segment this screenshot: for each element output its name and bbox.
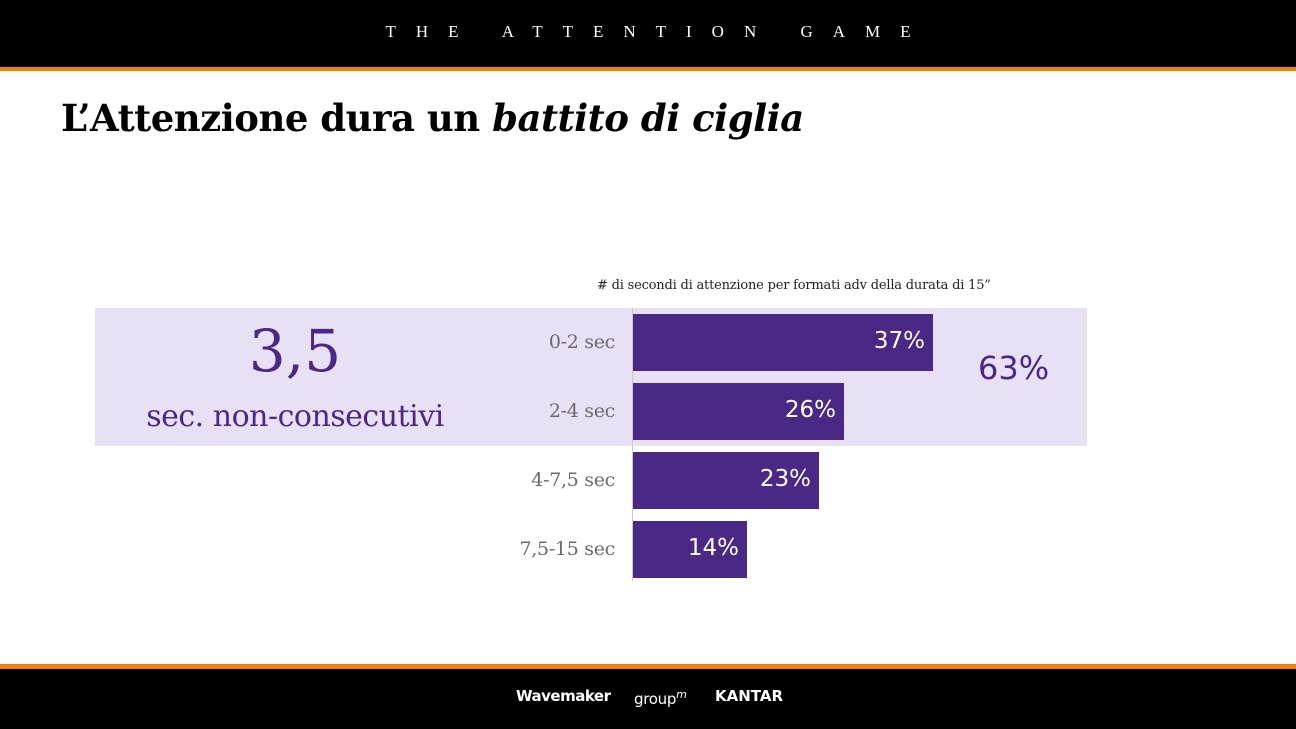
bar: [633, 452, 819, 509]
highlighted-total-label: 63%: [978, 349, 1050, 387]
chart-title: # di secondi di attenzione per formati a…: [597, 278, 991, 293]
category-label: 7,5-15 sec: [519, 538, 616, 560]
kantar-logo: KANTAR: [715, 687, 784, 705]
y-axis-line: [632, 308, 633, 581]
category-label: 2-4 sec: [548, 400, 615, 422]
bar-data-label: 14%: [687, 535, 739, 561]
top-header-bar: THE ATTENTION GAME: [0, 0, 1296, 67]
header-accent-line: [0, 67, 1296, 71]
bar: [633, 383, 844, 440]
groupm-logo-suffix: m: [676, 688, 687, 701]
wavemaker-logo: Wavemaker: [516, 687, 611, 705]
presentation-title: THE ATTENTION GAME: [385, 22, 931, 41]
category-label: 0-2 sec: [548, 331, 615, 353]
highlight-caption: sec. non-consecutivi: [146, 399, 444, 434]
category-label: 4-7,5 sec: [531, 469, 615, 491]
footer-bar: Wavemaker groupm KANTAR: [0, 669, 1296, 729]
footer-accent-line: [0, 664, 1296, 669]
bar-data-label: 37%: [873, 328, 925, 354]
bar-data-label: 23%: [759, 466, 811, 492]
highlight-value: 3,5: [248, 317, 342, 385]
slide-title-italic: battito di ciglia: [492, 96, 804, 140]
bar: [633, 314, 933, 371]
bar-data-label: 26%: [784, 397, 836, 423]
groupm-logo-text: group: [634, 690, 677, 708]
groupm-logo: groupm: [634, 689, 687, 707]
slide-title: L’Attenzione dura un battito di ciglia: [61, 96, 804, 140]
slide-title-plain: L’Attenzione dura un: [61, 96, 493, 140]
bar: [633, 521, 747, 578]
